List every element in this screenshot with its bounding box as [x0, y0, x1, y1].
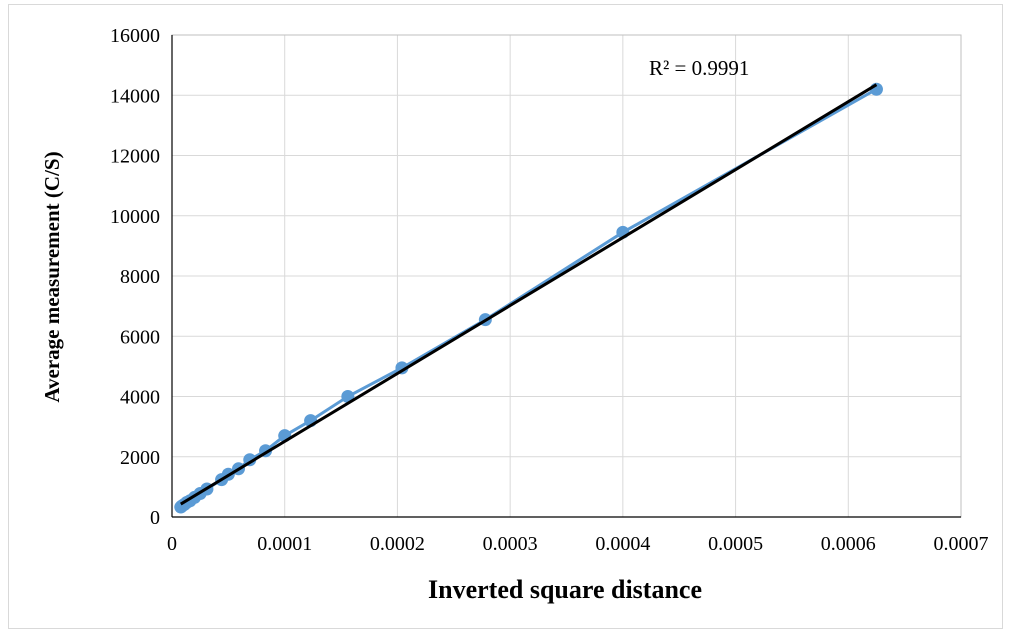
x-tick-label: 0.0005: [708, 533, 763, 555]
y-tick-label: 6000: [120, 326, 160, 348]
gridlines: [171, 34, 962, 518]
x-axis-title: Inverted square distance: [428, 575, 702, 604]
y-tick-label: 12000: [110, 146, 160, 168]
data-series: [174, 82, 883, 514]
y-tick-label: 16000: [110, 25, 160, 47]
linear-fit-line: [180, 83, 878, 506]
y-axis-title: Average measurement (C/S): [40, 151, 64, 402]
r-squared-annotation: R² = 0.9991: [649, 56, 749, 80]
x-tick-label: 0.0007: [934, 533, 989, 555]
x-tick-label: 0.0006: [821, 533, 876, 555]
y-tick-label: 14000: [110, 85, 160, 107]
trendline: [180, 83, 878, 506]
data-point: [869, 82, 883, 96]
x-tick-label: 0: [167, 533, 177, 555]
x-axis-ticks: 0 0.0001 0.0002 0.0003 0.0004 0.0005 0.0006 0.0…: [167, 533, 989, 555]
x-tick-label: 0.0001: [257, 533, 312, 555]
scatter-chart: 0 0.0001 0.0002 0.0003 0.0004 0.0005 0.0006 0.0…: [40, 25, 989, 604]
chart-area: 0 0.0001 0.0002 0.0003 0.0004 0.0005 0.0006 0.0…: [8, 4, 1003, 629]
plot-area: [171, 34, 962, 518]
y-tick-label: 0: [150, 507, 160, 529]
y-axis-ticks: 0 2000 4000 6000 8000 10000 12000 14000 16000: [110, 25, 160, 529]
x-tick-label: 0.0003: [483, 533, 538, 555]
y-tick-label: 8000: [120, 266, 160, 288]
y-tick-label: 4000: [120, 387, 160, 409]
x-tick-label: 0.0004: [595, 533, 650, 555]
y-tick-label: 2000: [120, 447, 160, 469]
y-tick-label: 10000: [110, 206, 160, 228]
x-tick-label: 0.0002: [370, 533, 425, 555]
